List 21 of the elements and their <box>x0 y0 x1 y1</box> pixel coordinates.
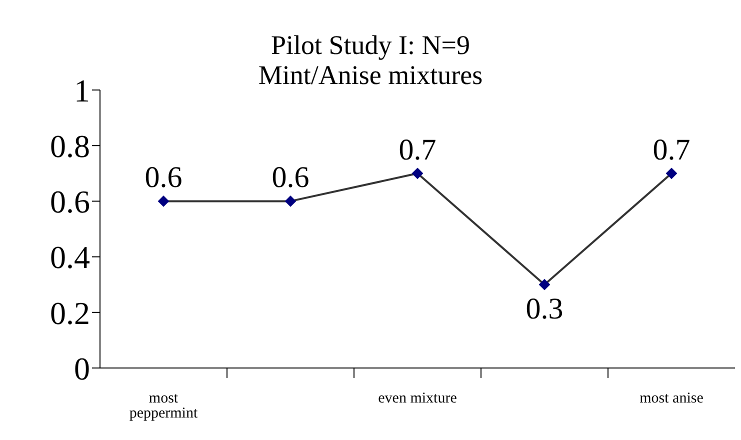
data-label: 0.7 <box>398 133 436 166</box>
data-label: 0.6 <box>272 161 310 194</box>
point <box>666 168 677 179</box>
data-label: 0.3 <box>526 292 564 326</box>
x-tick-label: most peppermint <box>129 390 198 422</box>
y-tick-label: 1 <box>74 72 90 108</box>
point <box>412 168 423 179</box>
y-tick-label: 0.4 <box>50 239 90 276</box>
data-label: 0.7 <box>652 133 690 166</box>
x-tick-label: most anise <box>640 390 704 407</box>
y-tick-label: 0.6 <box>50 184 90 220</box>
y-tick-label: 0 <box>74 350 90 386</box>
y-tick-label: 0.8 <box>50 128 90 164</box>
point <box>158 196 169 207</box>
point <box>285 196 296 207</box>
x-tick-label: even mixture <box>378 390 458 407</box>
chart-title: Pilot Study I: N=9 <box>270 30 471 60</box>
data-label: 0.6 <box>144 161 182 194</box>
y-tick-label: 0.2 <box>50 294 90 331</box>
chart-subtitle: Mint/Anise mixtures <box>258 60 483 90</box>
point <box>539 279 550 290</box>
